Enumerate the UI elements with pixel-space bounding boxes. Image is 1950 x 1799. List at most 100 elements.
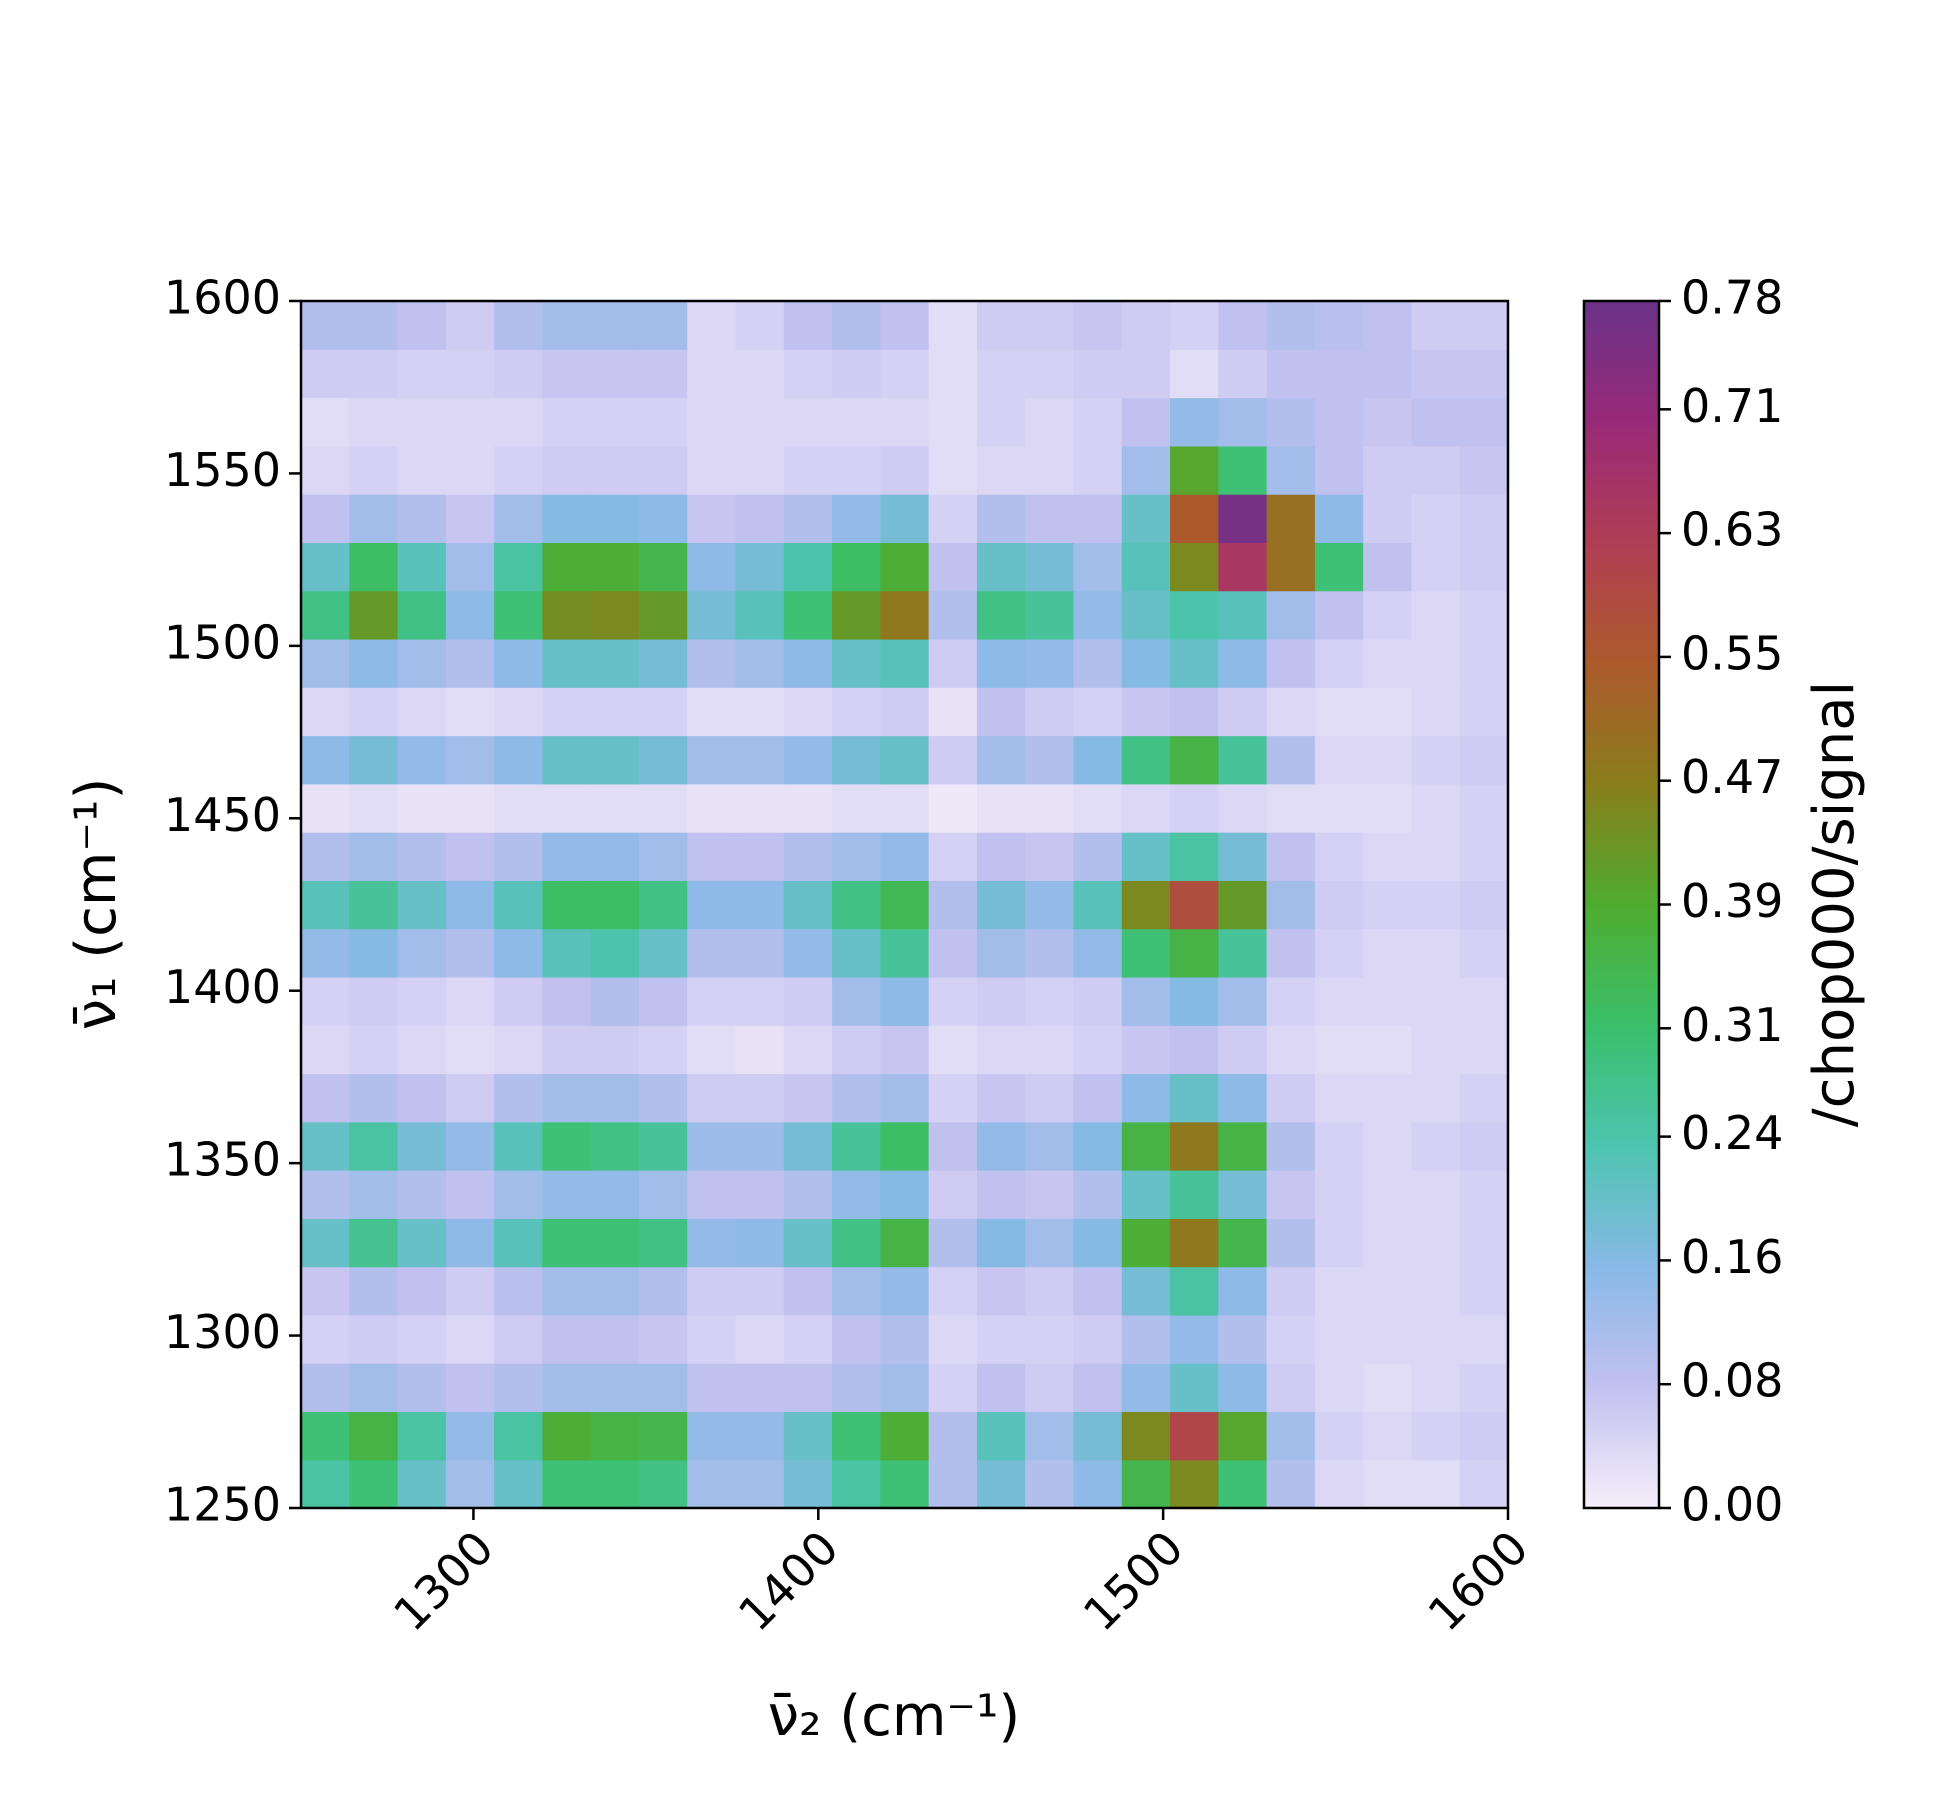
- heatmap-cell: [1121, 1411, 1171, 1461]
- heatmap-cell: [542, 301, 592, 350]
- heatmap-cell: [590, 687, 640, 737]
- heatmap-cell: [880, 687, 930, 737]
- heatmap-cell: [687, 397, 737, 447]
- heatmap-cell: [1266, 301, 1316, 350]
- heatmap-cell: [1411, 735, 1461, 785]
- heatmap: [301, 301, 1508, 1508]
- heatmap-cell: [638, 1411, 688, 1461]
- heatmap-cell: [976, 832, 1026, 881]
- heatmap-cell: [832, 494, 881, 543]
- heatmap-cell: [494, 1459, 543, 1508]
- heatmap-cell: [590, 1459, 640, 1508]
- heatmap-cell: [1121, 832, 1171, 881]
- heatmap-cell: [832, 1314, 881, 1364]
- heatmap-cell: [1411, 976, 1461, 1026]
- heatmap-cell: [590, 349, 640, 399]
- heatmap-cell: [783, 494, 833, 543]
- heatmap-cell: [1073, 1459, 1123, 1508]
- heatmap-cell: [928, 1218, 978, 1268]
- heatmap-cell: [638, 880, 688, 930]
- heatmap-cell: [590, 542, 640, 592]
- heatmap-cell: [783, 1411, 833, 1461]
- heatmap-cell: [1121, 1266, 1171, 1316]
- heatmap-cell: [301, 1073, 350, 1123]
- heatmap-cell: [928, 494, 978, 543]
- heatmap-cell: [783, 590, 833, 640]
- x-tick-label: 1400: [728, 1520, 849, 1641]
- heatmap-cell: [976, 1218, 1026, 1268]
- heatmap-cell: [445, 638, 495, 688]
- heatmap-cell: [687, 1025, 737, 1075]
- heatmap-cell: [445, 1411, 495, 1461]
- heatmap-cell: [542, 735, 592, 785]
- heatmap-cell: [1025, 687, 1075, 737]
- heatmap-cell: [1363, 735, 1413, 785]
- heatmap-cell: [1121, 445, 1171, 495]
- heatmap-cell: [1170, 301, 1219, 350]
- heatmap-cell: [880, 1218, 930, 1268]
- heatmap-cell: [445, 542, 495, 592]
- heatmap-cell: [301, 783, 350, 833]
- heatmap-cell: [349, 1363, 399, 1413]
- heatmap-cell: [1121, 1025, 1171, 1075]
- heatmap-cell: [1459, 687, 1508, 737]
- heatmap-cell: [590, 1314, 640, 1364]
- heatmap-cell: [1266, 1121, 1316, 1171]
- heatmap-cell: [1266, 1218, 1316, 1268]
- heatmap-cell: [445, 1459, 495, 1508]
- colorbar-tick-label: 0.47: [1681, 750, 1783, 804]
- heatmap-cell: [783, 638, 833, 688]
- heatmap-cell: [687, 445, 737, 495]
- heatmap-cell: [1314, 1459, 1364, 1508]
- heatmap-cell: [1073, 1218, 1123, 1268]
- heatmap-cell: [590, 590, 640, 640]
- heatmap-cell: [1411, 687, 1461, 737]
- heatmap-cell: [1411, 397, 1461, 447]
- heatmap-cell: [1266, 1314, 1316, 1364]
- heatmap-cell: [1170, 397, 1219, 447]
- heatmap-cell: [1025, 445, 1075, 495]
- heatmap-cell: [735, 1363, 785, 1413]
- heatmap-cell: [735, 1025, 785, 1075]
- heatmap-cell: [494, 1170, 543, 1219]
- heatmap-cell: [1170, 1363, 1219, 1413]
- heatmap-cell: [735, 928, 785, 978]
- heatmap-cell: [1170, 349, 1219, 399]
- heatmap-cell: [397, 494, 447, 543]
- heatmap-cell: [1363, 976, 1413, 1026]
- heatmap-cell: [494, 1314, 543, 1364]
- heatmap-cell: [976, 735, 1026, 785]
- heatmap-cell: [1218, 687, 1268, 737]
- heatmap-cell: [1073, 494, 1123, 543]
- heatmap-cell: [1073, 1170, 1123, 1219]
- heatmap-cell: [638, 301, 688, 350]
- heatmap-cell: [1314, 928, 1364, 978]
- heatmap-cell: [301, 976, 350, 1026]
- heatmap-cell: [1411, 1459, 1461, 1508]
- heatmap-cell: [1170, 1218, 1219, 1268]
- heatmap-cell: [880, 301, 930, 350]
- heatmap-cell: [1025, 832, 1075, 881]
- heatmap-cell: [349, 687, 399, 737]
- heatmap-cell: [445, 1218, 495, 1268]
- heatmap-cell: [1363, 590, 1413, 640]
- heatmap-cell: [928, 1411, 978, 1461]
- heatmap-cell: [880, 1170, 930, 1219]
- heatmap-cell: [1218, 880, 1268, 930]
- heatmap-cell: [445, 1121, 495, 1171]
- heatmap-cell: [1170, 783, 1219, 833]
- heatmap-cell: [445, 1363, 495, 1413]
- heatmap-cell: [1363, 1025, 1413, 1075]
- heatmap-cell: [542, 1121, 592, 1171]
- heatmap-cell: [976, 1121, 1026, 1171]
- heatmap-cell: [1218, 349, 1268, 399]
- heatmap-cell: [1025, 976, 1075, 1026]
- heatmap-cell: [880, 928, 930, 978]
- x-axis-label: ν̄₂ (cm⁻¹): [768, 1684, 1021, 1749]
- heatmap-cell: [542, 928, 592, 978]
- heatmap-cell: [1121, 1121, 1171, 1171]
- heatmap-cell: [638, 1025, 688, 1075]
- heatmap-cell: [1121, 1459, 1171, 1508]
- heatmap-cell: [1121, 687, 1171, 737]
- heatmap-cell: [1025, 1025, 1075, 1075]
